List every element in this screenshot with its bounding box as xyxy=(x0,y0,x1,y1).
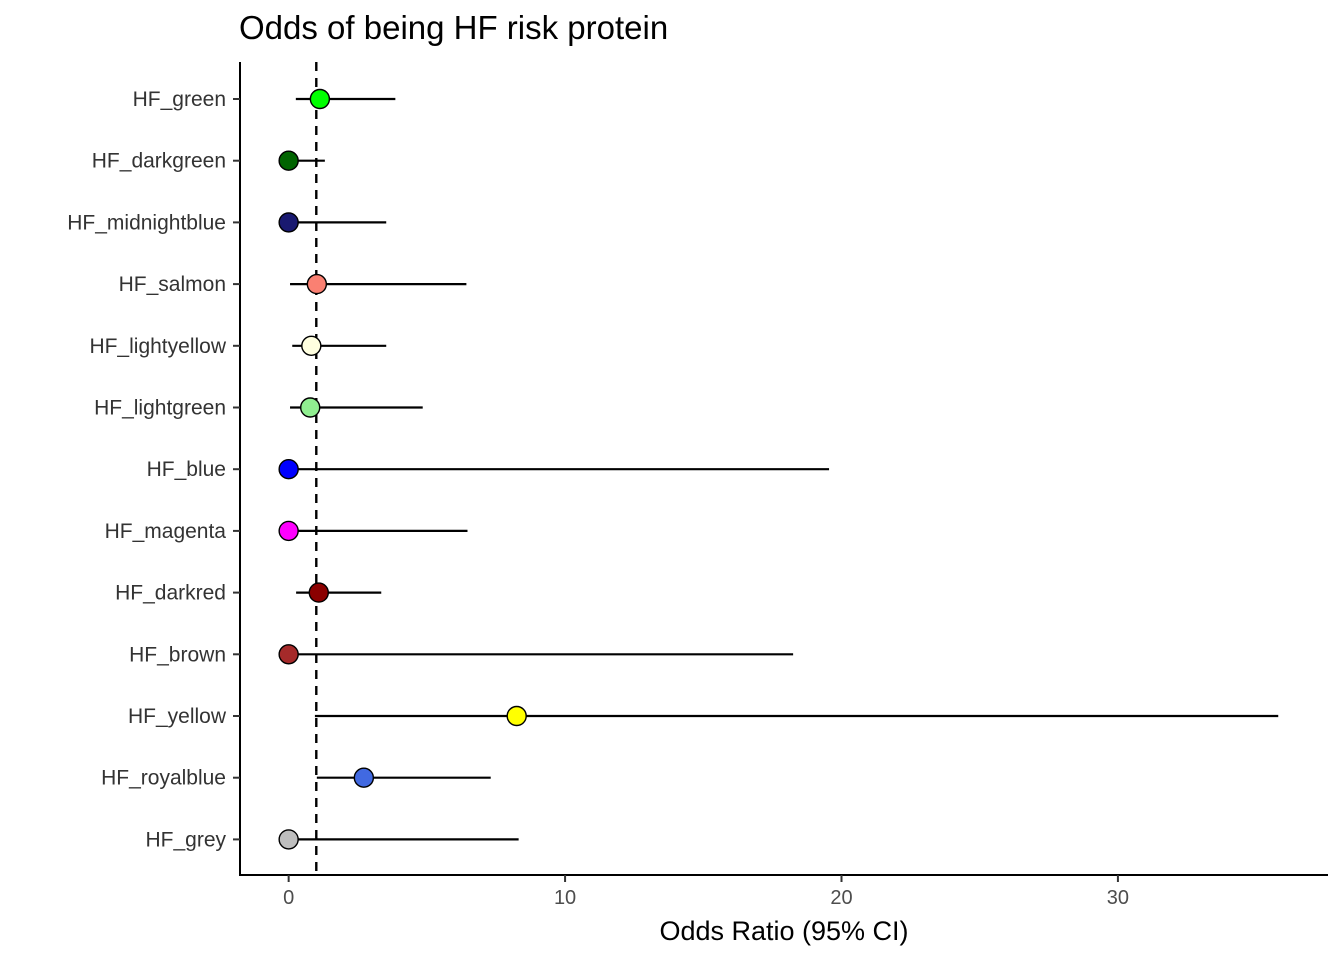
x-tick-label: 30 xyxy=(1107,887,1129,909)
odds-ratio-point xyxy=(278,212,299,233)
y-tick-label: HF_green xyxy=(133,88,226,111)
y-tick-label: HF_darkgreen xyxy=(92,150,226,173)
y-tick-label: HF_lightyellow xyxy=(89,335,226,358)
odds-ratio-point xyxy=(278,644,299,665)
y-axis: HF_green HF_darkgreen HF_midnightblue HF_sa… xyxy=(67,88,240,851)
plot-panel xyxy=(278,62,1279,875)
odds-ratio-point xyxy=(278,459,299,480)
odds-ratio-point xyxy=(353,767,375,788)
x-tick-label: 10 xyxy=(554,887,576,909)
y-tick-label: HF_midnightblue xyxy=(67,211,226,234)
y-tick-label: HF_magenta xyxy=(105,520,227,543)
y-tick-label: HF_yellow xyxy=(128,705,227,728)
odds-ratio-point xyxy=(309,88,331,110)
x-axis: 0 10 20 30 xyxy=(283,875,1129,909)
odds-ratio-point xyxy=(278,520,299,542)
odds-ratio-point xyxy=(301,335,322,356)
y-tick-label: HF_royalblue xyxy=(101,767,226,790)
odds-ratio-point xyxy=(278,829,299,850)
y-tick-label: HF_grey xyxy=(145,828,226,851)
x-tick-label: 20 xyxy=(830,887,852,909)
y-tick-label: HF_blue xyxy=(147,458,226,481)
y-tick-label: HF_lightgreen xyxy=(94,397,226,420)
odds-ratio-point xyxy=(506,705,527,727)
chart-title: Odds of being HF risk protein xyxy=(239,9,668,46)
y-tick-label: HF_darkred xyxy=(115,582,226,605)
x-tick-label: 0 xyxy=(283,887,294,909)
y-tick-label: HF_salmon xyxy=(119,273,226,296)
odds-ratio-point xyxy=(278,150,299,171)
odds-ratio-point xyxy=(306,273,328,295)
y-tick-label: HF_brown xyxy=(129,643,226,666)
odds-ratio-point xyxy=(300,397,321,418)
odds-ratio-point xyxy=(308,582,329,603)
x-axis-label: Odds Ratio (95% CI) xyxy=(659,916,908,946)
